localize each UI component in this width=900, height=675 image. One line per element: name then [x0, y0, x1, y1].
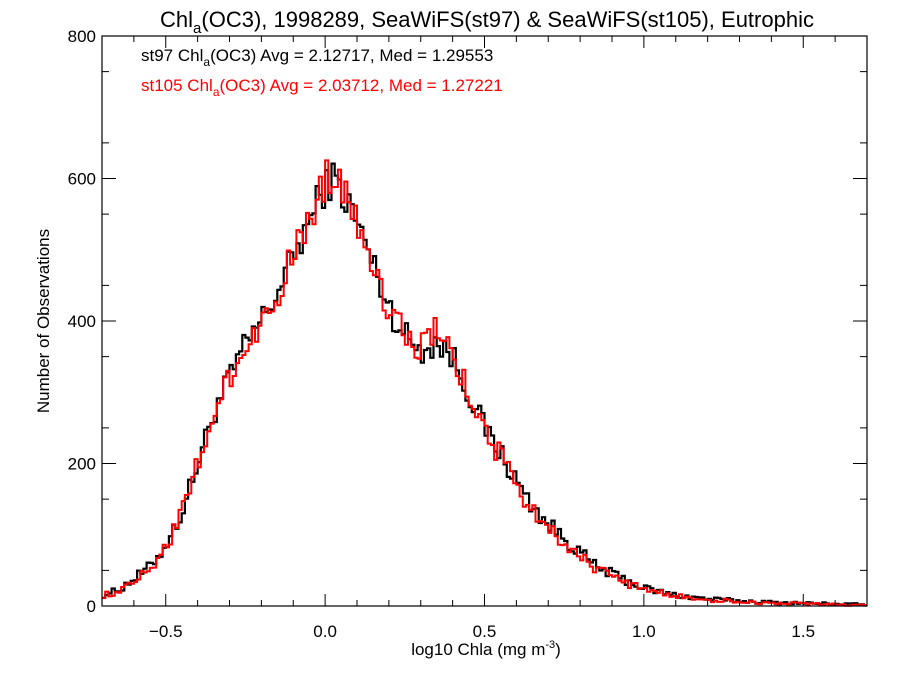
x-tick-label: −0.5 — [149, 622, 183, 641]
x-tick-label: 0.0 — [313, 622, 337, 641]
ticks-layer: −0.5 0.0 0.5 1.0 1.5 0 200 400 600 800 — [68, 27, 868, 641]
y-tick-label: 0 — [87, 597, 96, 616]
x-axis-label-sup: -3 — [545, 639, 555, 651]
y-tick-label: 600 — [68, 170, 96, 189]
chart-title-pre: Chl — [160, 7, 193, 32]
series-layer — [102, 159, 867, 607]
y-axis-label: Number of Observations — [34, 229, 53, 413]
x-axis-label-pre: log10 Chla (mg m — [411, 640, 545, 659]
chart-title: Chla(OC3), 1998289, SeaWiFS(st97) & SeaW… — [160, 7, 814, 37]
x-tick-label: 1.5 — [791, 622, 815, 641]
chart-title-post: (OC3), 1998289, SeaWiFS(st97) & SeaWiFS(… — [201, 7, 814, 32]
x-axis-label-post: ) — [555, 640, 561, 659]
x-tick-label: 1.0 — [632, 622, 656, 641]
chart-title-sub: a — [193, 20, 202, 37]
x-axis-label: log10 Chla (mg m-3) — [411, 639, 561, 659]
annot-st97-pre: st97 Chl — [141, 46, 203, 65]
series-line-st97 — [102, 162, 867, 607]
y-tick-label: 800 — [68, 27, 96, 46]
legend-annotation-st97: st97 Chla(OC3) Avg = 2.12717, Med = 1.29… — [141, 46, 493, 69]
annot-st97-post: (OC3) Avg = 2.12717, Med = 1.29553 — [210, 46, 493, 65]
annot-st105-sub: a — [213, 85, 220, 99]
annot-st105-post: (OC3) Avg = 2.03712, Med = 1.27221 — [220, 76, 503, 95]
y-tick-label: 400 — [68, 312, 96, 331]
series-line-st105 — [102, 159, 867, 607]
y-tick-label: 200 — [68, 455, 96, 474]
x-tick-label: 0.5 — [473, 622, 497, 641]
legend-annotation-st105: st105 Chla(OC3) Avg = 2.03712, Med = 1.2… — [141, 76, 503, 99]
annot-st105-pre: st105 Chl — [141, 76, 213, 95]
annot-st97-sub: a — [203, 55, 210, 69]
plot-frame — [101, 35, 868, 607]
